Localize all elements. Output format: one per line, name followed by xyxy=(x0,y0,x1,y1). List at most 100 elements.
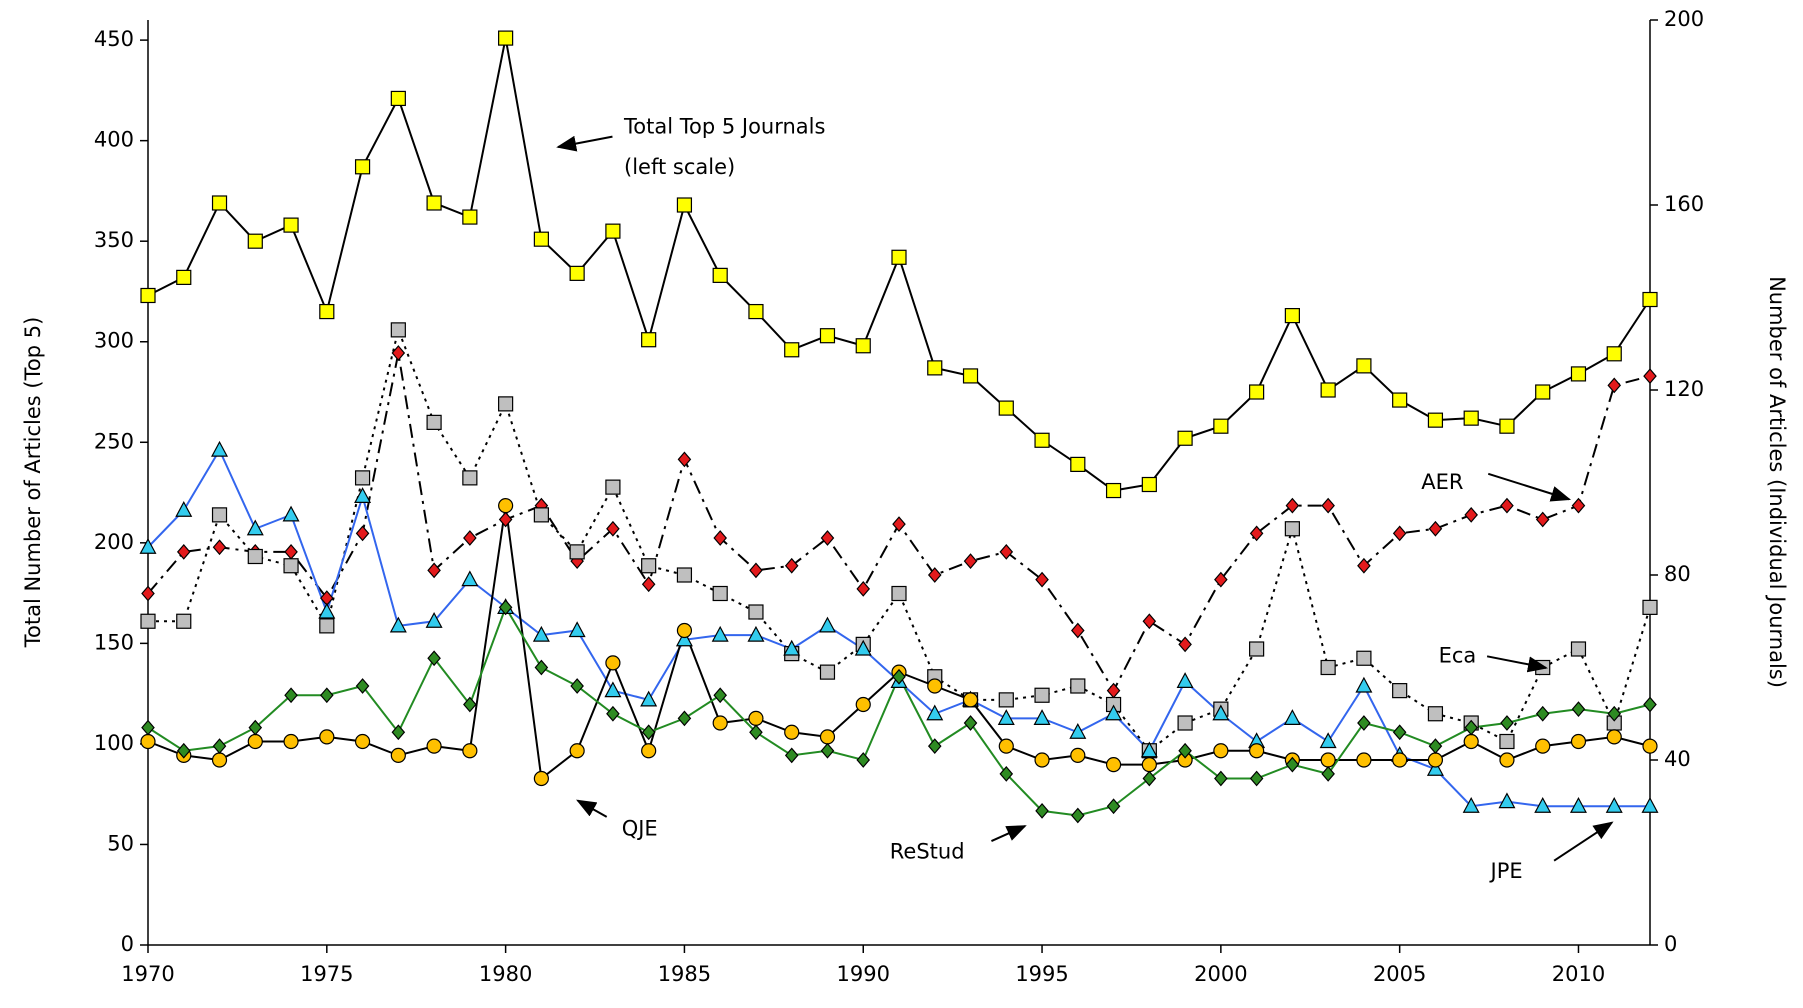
marker xyxy=(1249,743,1265,759)
marker xyxy=(211,195,228,211)
marker xyxy=(998,400,1014,416)
marker xyxy=(712,585,728,602)
marker xyxy=(927,360,943,376)
marker xyxy=(1034,687,1050,703)
marker xyxy=(1320,752,1336,768)
marker xyxy=(1140,741,1158,758)
marker xyxy=(1178,636,1192,653)
marker xyxy=(462,209,478,225)
marker xyxy=(1607,705,1622,722)
marker xyxy=(533,231,549,247)
marker xyxy=(1570,641,1587,657)
marker xyxy=(319,303,335,320)
marker xyxy=(749,724,763,741)
y2-tick-label: 200 xyxy=(1664,7,1704,31)
marker xyxy=(749,562,763,579)
marker xyxy=(640,690,658,707)
marker xyxy=(1607,377,1622,394)
marker xyxy=(892,516,906,533)
marker xyxy=(176,613,192,629)
marker xyxy=(1535,738,1551,754)
marker xyxy=(1643,368,1657,385)
marker xyxy=(784,747,799,764)
marker xyxy=(854,639,872,656)
marker xyxy=(855,338,871,354)
marker xyxy=(820,742,835,759)
marker xyxy=(461,570,479,587)
marker xyxy=(784,557,799,574)
marker xyxy=(284,687,298,704)
marker xyxy=(677,451,692,468)
y-tick-label: 50 xyxy=(107,831,134,855)
marker xyxy=(1356,650,1372,666)
marker xyxy=(892,668,906,685)
marker xyxy=(1177,715,1193,731)
annotation-arrow xyxy=(1553,821,1614,862)
marker xyxy=(1320,382,1336,398)
marker xyxy=(247,548,263,565)
marker xyxy=(569,544,585,560)
marker xyxy=(1355,676,1373,693)
series-line xyxy=(147,605,1651,817)
marker xyxy=(1069,722,1087,739)
marker xyxy=(426,738,442,754)
y-tick-label: 100 xyxy=(94,731,134,755)
marker xyxy=(211,507,228,523)
marker xyxy=(1105,757,1122,773)
marker xyxy=(999,543,1014,560)
marker xyxy=(391,345,406,361)
marker xyxy=(676,622,693,639)
marker xyxy=(462,743,478,759)
marker xyxy=(855,696,871,713)
marker xyxy=(1178,742,1192,759)
marker xyxy=(819,664,836,680)
marker xyxy=(140,733,156,750)
marker xyxy=(676,567,693,583)
marker xyxy=(1642,738,1658,754)
marker xyxy=(1427,752,1444,768)
marker xyxy=(283,733,299,750)
marker xyxy=(1392,525,1407,542)
marker xyxy=(1570,366,1587,382)
marker xyxy=(247,733,263,750)
marker xyxy=(1214,571,1228,588)
marker xyxy=(247,233,263,249)
marker xyxy=(927,738,942,755)
marker xyxy=(1142,770,1157,787)
marker xyxy=(1106,682,1121,699)
marker xyxy=(498,30,514,46)
marker xyxy=(748,710,764,726)
x-tick-label: 2010 xyxy=(1552,962,1605,986)
marker xyxy=(283,558,299,574)
marker xyxy=(1070,678,1086,694)
marker xyxy=(1035,571,1049,588)
marker xyxy=(211,752,228,768)
marker xyxy=(212,738,227,755)
marker xyxy=(605,655,621,671)
marker xyxy=(176,742,191,759)
marker xyxy=(1213,743,1229,759)
marker xyxy=(211,440,229,457)
marker xyxy=(1214,770,1228,787)
marker xyxy=(1177,430,1193,446)
marker xyxy=(963,715,978,731)
marker xyxy=(1176,672,1194,688)
y-tick-label: 300 xyxy=(94,329,134,353)
marker xyxy=(390,90,406,107)
x-tick-label: 1975 xyxy=(300,962,353,986)
marker xyxy=(568,621,586,638)
marker xyxy=(1319,732,1337,749)
y2-axis-label: Number of Articles (Individual Journals) xyxy=(1765,276,1789,688)
marker xyxy=(1606,346,1622,362)
marker xyxy=(641,576,656,593)
marker xyxy=(998,692,1014,708)
marker xyxy=(819,328,836,344)
marker xyxy=(498,498,514,514)
y2-tick-label: 40 xyxy=(1664,747,1691,771)
marker xyxy=(282,505,300,522)
y-tick-label: 350 xyxy=(94,228,134,252)
marker xyxy=(641,332,657,348)
marker xyxy=(1392,752,1408,768)
marker xyxy=(1428,520,1443,537)
x-tick-label: 1970 xyxy=(121,962,174,986)
